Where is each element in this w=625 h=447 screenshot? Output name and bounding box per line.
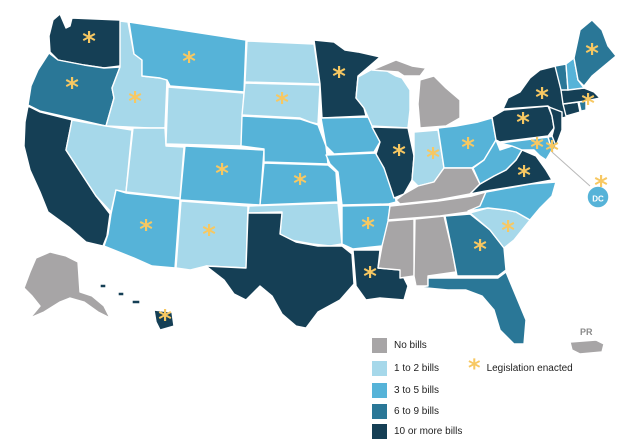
state-ms	[377, 218, 415, 279]
star-ga: *	[473, 235, 487, 265]
legend-label-enacted: Legislation enacted	[486, 362, 573, 374]
star-ny: *	[535, 83, 549, 113]
legend-swatch-6-9-bills	[372, 403, 387, 419]
star-ar: *	[361, 213, 375, 243]
legend-row-10-plus-bills: 10 or more bills	[372, 423, 462, 439]
star-la: *	[363, 262, 377, 292]
pr-label: PR	[580, 327, 593, 337]
state-wi	[355, 65, 411, 129]
star-me: *	[585, 39, 599, 69]
state-hi	[99, 283, 175, 331]
star-dc: *	[594, 171, 608, 201]
legend-row-6-9-bills: 6 to 9 bills	[372, 403, 439, 419]
star-id: *	[128, 87, 142, 117]
star-ks: *	[293, 169, 307, 199]
star-az: *	[139, 215, 153, 245]
legend-row-1-2-bills: 1 to 2 bills	[372, 360, 439, 376]
state-az	[103, 189, 181, 269]
state-ma	[560, 87, 601, 105]
state-ak	[23, 251, 111, 319]
state-mt	[128, 21, 247, 93]
state-mi	[371, 59, 461, 129]
star-mt: *	[182, 47, 196, 77]
star-nm: *	[202, 220, 216, 250]
legend-swatch-1-2-bills	[372, 360, 387, 376]
star-hi: *	[158, 305, 172, 335]
star-va: *	[517, 161, 531, 191]
star-ma: *	[581, 89, 595, 119]
legend-label-3-5-bills: 3 to 5 bills	[394, 384, 440, 396]
state-nj	[548, 106, 563, 147]
star-co: *	[215, 159, 229, 189]
legend-label-no-bills: No bills	[394, 339, 427, 351]
star-pa: *	[516, 108, 530, 138]
star-il: *	[392, 140, 406, 170]
state-fl	[415, 271, 527, 345]
star-or: *	[65, 73, 79, 103]
legend-label-1-2-bills: 1 to 2 bills	[394, 362, 440, 374]
dc-label: DC	[592, 195, 604, 204]
dc-leader-line	[551, 151, 591, 187]
star-wa: *	[82, 27, 96, 57]
legend-row-3-5-bills: 3 to 5 bills	[372, 382, 439, 398]
star-sc: *	[501, 216, 515, 246]
state-ut	[125, 127, 185, 199]
legend-label-10-plus-bills: 10 or more bills	[394, 425, 463, 437]
state-nc	[467, 181, 557, 221]
state-nd	[244, 40, 321, 85]
dc-circle	[586, 185, 610, 209]
legend-swatch-3-5-bills	[372, 382, 387, 398]
legislation-stars: * * * * * * * * * * * * * * * * * * * * …	[65, 27, 608, 335]
legend-row-no-bills: No bills	[372, 337, 427, 353]
star-in: *	[426, 143, 440, 173]
star-md: *	[530, 133, 544, 163]
star-oh: *	[461, 133, 475, 163]
legend: No bills 1 to 2 bills 3 to 5 bills 6 to …	[372, 337, 622, 442]
star-sd: *	[275, 88, 289, 118]
legend-swatch-10-plus-bills	[372, 423, 387, 439]
star-mn: *	[332, 62, 346, 92]
state-il	[371, 126, 415, 199]
state-tx	[205, 212, 355, 329]
state-ne	[240, 115, 329, 165]
state-me	[573, 19, 617, 87]
legend-row-enacted: * Legislation enacted	[468, 354, 573, 382]
legend-star-icon: *	[468, 354, 481, 382]
state-pr	[569, 339, 605, 355]
legend-label-6-9-bills: 6 to 9 bills	[394, 405, 440, 417]
legend-swatch-no-bills	[372, 337, 387, 353]
star-de: *	[545, 136, 559, 166]
state-ky	[395, 167, 481, 205]
state-ks	[259, 162, 339, 206]
state-wy	[165, 86, 245, 147]
